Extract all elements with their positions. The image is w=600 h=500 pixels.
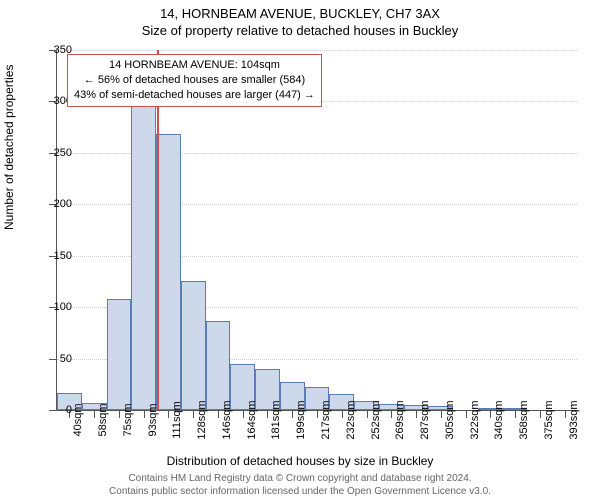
title-line2: Size of property relative to detached ho… xyxy=(0,23,600,40)
marker-info-box: 14 HORNBEAM AVENUE: 104sqm ← 56% of deta… xyxy=(67,54,322,107)
histogram-bar xyxy=(107,299,132,410)
x-tick-label: 146sqm xyxy=(221,400,233,439)
x-axis-label: Distribution of detached houses by size … xyxy=(0,454,600,468)
x-tick-label: 164sqm xyxy=(246,400,258,439)
footer-line-2: Contains public sector information licen… xyxy=(0,486,600,499)
x-tick xyxy=(168,410,169,418)
x-tick xyxy=(317,410,318,418)
y-tick-label: 250 xyxy=(54,147,72,159)
x-tick xyxy=(342,410,343,418)
plot-area: 14 HORNBEAM AVENUE: 104sqm ← 56% of deta… xyxy=(56,50,577,411)
info-line-1: 14 HORNBEAM AVENUE: 104sqm xyxy=(74,58,315,73)
x-tick xyxy=(94,410,95,418)
footer-line-1: Contains HM Land Registry data © Crown c… xyxy=(0,473,600,486)
x-tick xyxy=(119,410,120,418)
y-axis-label: Number of detached properties xyxy=(2,65,16,230)
histogram-bar xyxy=(181,281,206,410)
gridline-h xyxy=(57,50,577,51)
y-tick xyxy=(49,410,57,411)
x-tick xyxy=(243,410,244,418)
x-tick xyxy=(367,410,368,418)
x-tick xyxy=(193,410,194,418)
x-tick-label: 269sqm xyxy=(394,400,406,439)
histogram-bar xyxy=(131,101,156,410)
y-tick-label: 150 xyxy=(54,250,72,262)
x-tick-label: 58sqm xyxy=(97,403,109,436)
x-tick xyxy=(490,410,491,418)
x-tick xyxy=(292,410,293,418)
x-tick-label: 393sqm xyxy=(568,400,580,439)
x-tick-label: 75sqm xyxy=(122,403,134,436)
x-tick-label: 128sqm xyxy=(196,400,208,439)
x-tick xyxy=(565,410,566,418)
x-tick-label: 287sqm xyxy=(419,400,431,439)
x-tick xyxy=(441,410,442,418)
histogram-bar xyxy=(206,321,231,410)
title-line1: 14, HORNBEAM AVENUE, BUCKLEY, CH7 3AX xyxy=(0,6,600,23)
x-tick-label: 358sqm xyxy=(518,400,530,439)
chart-title: 14, HORNBEAM AVENUE, BUCKLEY, CH7 3AX Si… xyxy=(0,0,600,40)
x-tick xyxy=(144,410,145,418)
x-tick-label: 111sqm xyxy=(171,401,183,439)
x-tick-label: 340sqm xyxy=(493,400,505,439)
x-tick xyxy=(416,410,417,418)
y-tick-label: 50 xyxy=(60,353,72,365)
x-tick xyxy=(218,410,219,418)
x-tick xyxy=(267,410,268,418)
y-tick-label: 200 xyxy=(54,198,72,210)
x-tick xyxy=(515,410,516,418)
y-tick xyxy=(49,359,57,360)
x-tick-label: 322sqm xyxy=(469,400,481,439)
x-tick xyxy=(466,410,467,418)
histogram-bar xyxy=(156,134,181,410)
info-line-3: 43% of semi-detached houses are larger (… xyxy=(74,88,315,103)
chart-container: 14, HORNBEAM AVENUE, BUCKLEY, CH7 3AX Si… xyxy=(0,0,600,500)
info-line-2: ← 56% of detached houses are smaller (58… xyxy=(74,73,315,88)
x-tick-label: 40sqm xyxy=(72,403,84,436)
footer-attribution: Contains HM Land Registry data © Crown c… xyxy=(0,473,600,498)
x-tick-label: 232sqm xyxy=(345,400,357,439)
x-tick xyxy=(391,410,392,418)
x-tick-label: 181sqm xyxy=(270,400,282,439)
x-tick-label: 199sqm xyxy=(295,400,307,439)
x-tick xyxy=(540,410,541,418)
x-tick-label: 305sqm xyxy=(444,400,456,439)
x-tick-label: 252sqm xyxy=(370,400,382,439)
x-tick-label: 217sqm xyxy=(320,400,332,439)
x-tick-label: 375sqm xyxy=(543,400,555,439)
y-tick-label: 100 xyxy=(54,301,72,313)
